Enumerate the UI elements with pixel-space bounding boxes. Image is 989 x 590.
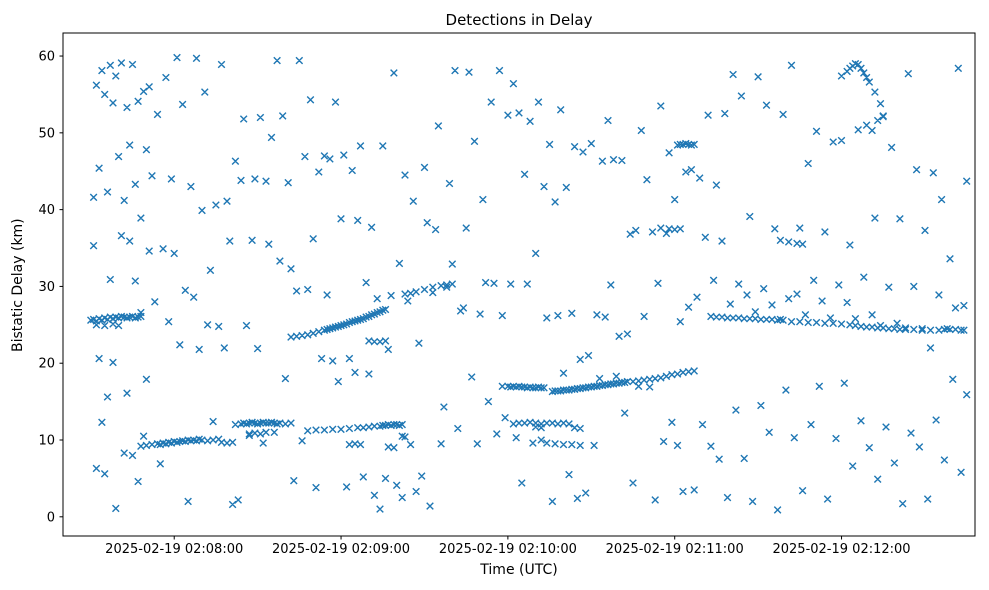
x-tick-label: 2025-02-19 02:08:00 xyxy=(105,542,243,557)
y-tick-label: 40 xyxy=(38,203,55,218)
y-tick-label: 60 xyxy=(38,50,55,65)
x-tick-label: 2025-02-19 02:12:00 xyxy=(772,542,910,557)
x-tick-label: 2025-02-19 02:11:00 xyxy=(606,542,744,557)
y-tick-label: 50 xyxy=(38,126,55,141)
x-tick-label: 2025-02-19 02:09:00 xyxy=(272,542,410,557)
y-tick-label: 30 xyxy=(38,280,55,295)
axes-spines xyxy=(62,32,976,537)
chart-title: Detections in Delay xyxy=(445,11,593,29)
scatter-points xyxy=(87,53,971,514)
y-tick-label: 10 xyxy=(38,434,55,449)
x-tick-label: 2025-02-19 02:10:00 xyxy=(439,542,577,557)
y-tick-label: 20 xyxy=(38,357,55,372)
y-axis-label: Bistatic Delay (km) xyxy=(10,218,26,352)
x-axis-label: Time (UTC) xyxy=(480,562,558,578)
y-tick-label: 0 xyxy=(47,510,55,525)
